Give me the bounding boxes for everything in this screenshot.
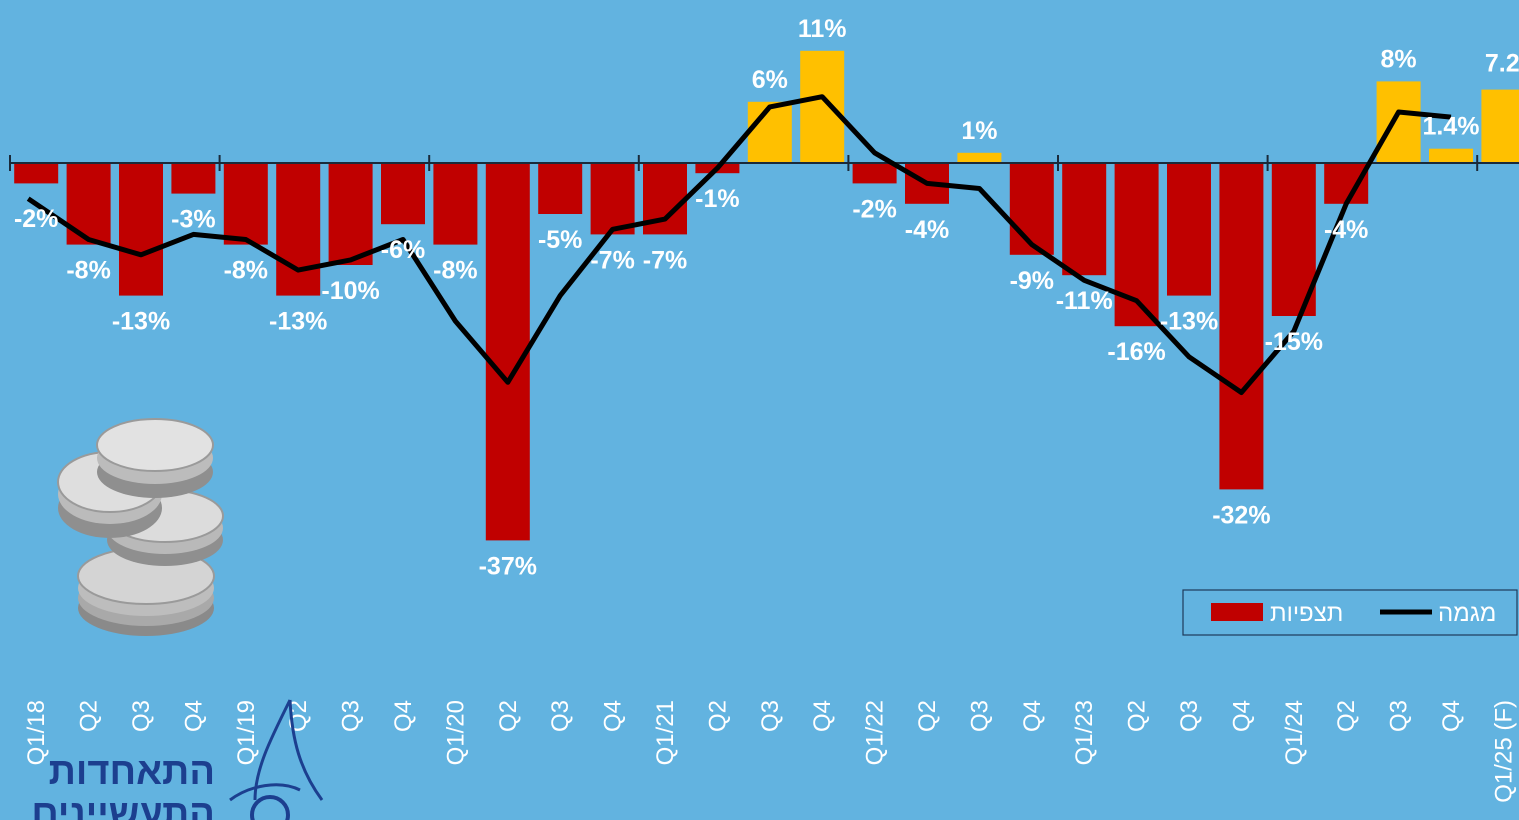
x-tick-22: Q3 — [1176, 700, 1203, 732]
x-tick-24: Q1/24 — [1281, 700, 1308, 765]
x-tick-10: Q3 — [547, 700, 574, 732]
x-tick-20: Q1/23 — [1071, 700, 1098, 765]
value-labels: -2%-8%-13%-3%-8%-13%-10%-6%-8%-37%-5%-7%… — [14, 15, 1519, 581]
x-tick-2: Q3 — [128, 700, 155, 732]
bar-20 — [1062, 163, 1107, 276]
x-tick-0: Q1/18 — [23, 700, 50, 765]
value-label-12: -7% — [643, 246, 687, 274]
value-label-26: 8% — [1381, 45, 1417, 73]
bar-4 — [223, 163, 268, 245]
legend-label-bars: תצפיות — [1270, 600, 1343, 627]
bar-22 — [1167, 163, 1211, 296]
bar-7 — [381, 163, 425, 225]
bar-2 — [119, 163, 163, 296]
x-tick-12: Q1/21 — [652, 700, 679, 765]
value-label-13: -1% — [695, 185, 739, 213]
bar-15 — [800, 50, 845, 163]
logo-line1: התאחדות — [49, 751, 215, 793]
bar-23 — [1219, 163, 1264, 490]
x-tick-15: Q4 — [809, 700, 836, 732]
x-tick-16: Q1/22 — [862, 700, 889, 765]
x-tick-4: Q1/19 — [233, 700, 260, 765]
x-tick-18: Q3 — [966, 700, 993, 732]
x-tick-3: Q4 — [180, 700, 207, 732]
legend-swatch-bars — [1211, 603, 1263, 621]
legend-label-line: מגמה — [1438, 600, 1496, 627]
trend-line — [26, 94, 1452, 395]
x-tick-labels: Q1/18 Q2 Q3 Q4 Q1/19 Q2 Q3 Q4 Q1/20 Q2 Q3 Q4 Q1/21 Q2… — [23, 700, 1517, 803]
bar-14 — [747, 101, 792, 163]
logo: התאחדות התעשיינים — [31, 699, 324, 820]
value-label-0: -2% — [14, 205, 58, 233]
value-label-9: -37% — [479, 552, 537, 580]
x-tick-6: Q3 — [338, 700, 365, 732]
value-label-22: -13% — [1160, 308, 1218, 336]
bar-28 — [1481, 89, 1519, 163]
bar-6 — [328, 163, 373, 265]
value-label-10: -5% — [538, 226, 582, 254]
value-label-15: 11% — [798, 15, 847, 43]
value-label-17: -4% — [905, 216, 949, 244]
value-label-24: -15% — [1265, 328, 1323, 356]
value-label-28: 7.2% — [1485, 50, 1519, 78]
x-tick-13: Q2 — [704, 700, 731, 732]
value-label-21: -16% — [1107, 338, 1165, 366]
value-label-25: -4% — [1324, 216, 1368, 244]
value-label-11: -7% — [590, 246, 634, 274]
x-tick-14: Q3 — [757, 700, 784, 732]
value-label-3: -3% — [171, 206, 215, 234]
x-tick-25: Q2 — [1333, 700, 1360, 732]
value-label-2: -13% — [112, 308, 170, 336]
x-tick-26: Q3 — [1386, 700, 1413, 732]
bar-5 — [276, 163, 321, 296]
bar-1 — [66, 163, 111, 245]
bar-0 — [14, 163, 59, 184]
x-tick-9: Q2 — [495, 700, 522, 732]
coin-stack-top — [96, 418, 214, 498]
bar-11 — [590, 163, 635, 235]
coins-illustration — [57, 418, 224, 636]
bar-3 — [171, 163, 216, 194]
bar-19 — [1009, 163, 1054, 255]
bar-10 — [538, 163, 583, 214]
value-label-27: 1.4% — [1423, 113, 1480, 141]
bar-9 — [485, 163, 530, 541]
value-label-8: -8% — [433, 257, 477, 285]
value-label-18: 1% — [961, 117, 997, 145]
value-label-19: -9% — [1010, 267, 1054, 295]
x-tick-27: Q4 — [1438, 700, 1465, 732]
bar-18 — [957, 152, 1002, 163]
bar-26 — [1376, 81, 1421, 163]
value-label-23: -32% — [1212, 501, 1270, 529]
value-label-16: -2% — [852, 195, 896, 223]
x-tick-1: Q2 — [76, 700, 103, 732]
x-tick-7: Q4 — [390, 700, 417, 732]
x-tick-28: Q1/25 (F) — [1490, 700, 1517, 803]
trend-layer — [26, 94, 1452, 395]
value-label-14: 6% — [752, 66, 788, 94]
bar-16 — [852, 163, 897, 184]
value-label-4: -8% — [224, 257, 268, 285]
value-label-5: -13% — [269, 308, 327, 336]
x-tick-8: Q1/20 — [442, 700, 469, 765]
value-label-6: -10% — [321, 277, 379, 305]
bar-25 — [1324, 163, 1369, 204]
x-tick-21: Q2 — [1124, 700, 1151, 732]
x-tick-19: Q4 — [1019, 700, 1046, 732]
value-label-20: -11% — [1056, 287, 1113, 315]
bars-layer — [14, 50, 1519, 541]
logo-line2: התעשיינים — [31, 793, 215, 820]
logo-mark-icon — [229, 699, 324, 802]
bar-27 — [1429, 148, 1473, 163]
x-axis — [9, 155, 1519, 171]
legend: תצפיות מגמה — [1182, 589, 1518, 636]
x-tick-23: Q4 — [1228, 700, 1255, 732]
x-tick-17: Q2 — [914, 700, 941, 732]
bar-8 — [433, 163, 478, 245]
value-label-1: -8% — [66, 257, 110, 285]
value-label-7: -6% — [381, 236, 425, 264]
x-tick-11: Q4 — [600, 700, 627, 732]
